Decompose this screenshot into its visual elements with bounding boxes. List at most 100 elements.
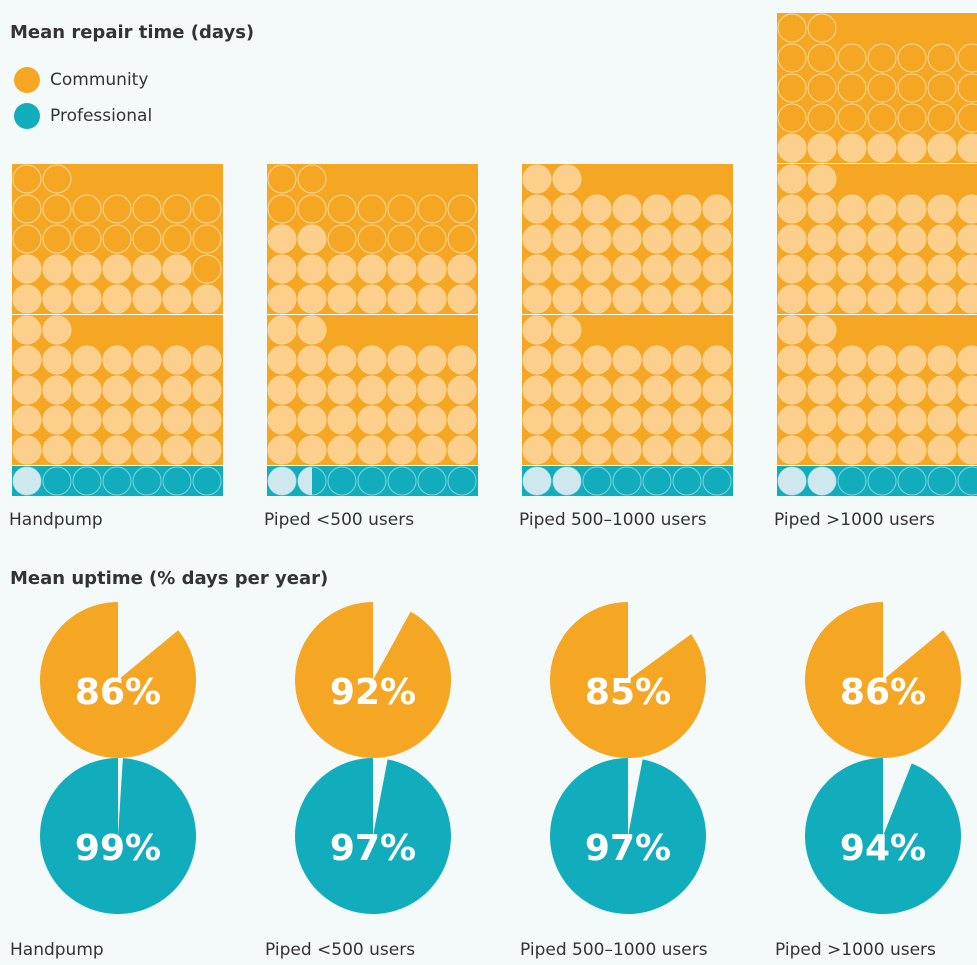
waffle-cell-outline xyxy=(807,43,837,73)
waffle-cell-outline xyxy=(957,466,977,496)
category-label: Piped 500–1000 users xyxy=(520,940,708,960)
waffle-cell xyxy=(928,376,956,404)
waffle-cell xyxy=(298,225,326,253)
waffle-cell xyxy=(928,436,956,464)
waffle-cell-outline xyxy=(387,224,417,254)
waffle-cell xyxy=(13,346,41,374)
waffle-cell xyxy=(298,436,326,464)
waffle-cell xyxy=(613,436,641,464)
waffle-cell xyxy=(553,406,581,434)
waffle-cell-outline xyxy=(72,224,102,254)
waffle-cell xyxy=(523,316,551,344)
waffle-cell xyxy=(298,316,326,344)
waffle-cell xyxy=(703,285,731,313)
waffle-cell-outline xyxy=(612,466,642,496)
waffle-cell xyxy=(778,346,806,374)
waffle-cell xyxy=(928,195,956,223)
waffle-cell-outline xyxy=(837,466,867,496)
category-label: Piped >1000 users xyxy=(775,940,936,960)
waffle-cell-outline xyxy=(102,194,132,224)
waffle-cell xyxy=(583,195,611,223)
waffle-cell xyxy=(958,195,977,223)
waffle-cell xyxy=(133,255,161,283)
category-label: Handpump xyxy=(9,510,103,530)
waffle-cell xyxy=(268,467,296,495)
waffle-cell xyxy=(73,285,101,313)
waffle-cell-outline xyxy=(162,224,192,254)
waffle-cell xyxy=(613,406,641,434)
waffle-cell-outline xyxy=(327,224,357,254)
waffle-cell xyxy=(298,376,326,404)
waffle-cell xyxy=(808,467,836,495)
waffle-cell xyxy=(103,285,131,313)
waffle-cell xyxy=(448,406,476,434)
waffle-cell-outline xyxy=(927,466,957,496)
category-label: Handpump xyxy=(10,940,104,960)
waffle-cell xyxy=(673,285,701,313)
waffle-cell xyxy=(673,376,701,404)
waffle-cell xyxy=(298,406,326,434)
chart-title: Mean uptime (% days per year) xyxy=(10,568,328,589)
waffle-cell xyxy=(778,225,806,253)
waffle-cell xyxy=(268,316,296,344)
waffle-cell xyxy=(958,225,977,253)
category-label: Piped 500–1000 users xyxy=(519,510,707,530)
waffle-cell-outline xyxy=(417,466,447,496)
waffle-cell xyxy=(838,346,866,374)
waffle-cell xyxy=(268,225,296,253)
waffle-cell xyxy=(268,346,296,374)
waffle-cell xyxy=(73,436,101,464)
waffle-cell xyxy=(778,285,806,313)
waffle-cell-outline xyxy=(12,194,42,224)
waffle-cell-outline xyxy=(867,466,897,496)
waffle-cell xyxy=(388,346,416,374)
waffle-cell-outline xyxy=(102,224,132,254)
category-label: Piped >1000 users xyxy=(774,510,935,530)
waffle-cell xyxy=(898,225,926,253)
waffle-cell xyxy=(868,346,896,374)
waffle-cell xyxy=(13,467,41,495)
waffle-cell xyxy=(703,406,731,434)
waffle-cell xyxy=(868,436,896,464)
waffle-cell xyxy=(553,346,581,374)
waffle-cell xyxy=(328,406,356,434)
pie-slice xyxy=(39,602,196,759)
waffle-cell xyxy=(133,436,161,464)
pie-slice xyxy=(550,758,707,914)
waffle-cell xyxy=(448,436,476,464)
waffle-cell xyxy=(73,346,101,374)
waffle-cell xyxy=(808,134,836,162)
waffle-cell xyxy=(523,255,551,283)
waffle-cell xyxy=(133,376,161,404)
waffle-cell xyxy=(163,285,191,313)
waffle-cell-outline xyxy=(777,13,807,43)
waffle-cell-outline xyxy=(387,194,417,224)
waffle-cell xyxy=(928,406,956,434)
waffle-cell xyxy=(298,285,326,313)
waffle-cell-outline xyxy=(867,43,897,73)
pie-slice xyxy=(805,758,962,915)
waffle-cell xyxy=(673,195,701,223)
pie-value-label: 94% xyxy=(840,828,926,869)
waffle-cell xyxy=(193,346,221,374)
waffle-cell xyxy=(103,255,131,283)
waffle-cell xyxy=(193,406,221,434)
waffle-cell xyxy=(778,165,806,193)
waffle-cell-outline xyxy=(447,466,477,496)
waffle-cell xyxy=(613,376,641,404)
waffle-cell xyxy=(583,285,611,313)
waffle-cell xyxy=(13,406,41,434)
category-label: Piped <500 users xyxy=(265,940,415,960)
waffle-cell-outline xyxy=(927,73,957,103)
waffle-cell-outline xyxy=(267,164,297,194)
waffle-cell xyxy=(358,285,386,313)
waffle-cell xyxy=(133,285,161,313)
waffle-cell xyxy=(898,285,926,313)
waffle-cell-outline xyxy=(837,43,867,73)
waffle-cell xyxy=(43,436,71,464)
waffle-cell xyxy=(553,165,581,193)
legend-label: Community xyxy=(50,70,148,90)
waffle-cell-outline xyxy=(702,466,732,496)
waffle-cell xyxy=(613,195,641,223)
waffle-cell xyxy=(523,406,551,434)
